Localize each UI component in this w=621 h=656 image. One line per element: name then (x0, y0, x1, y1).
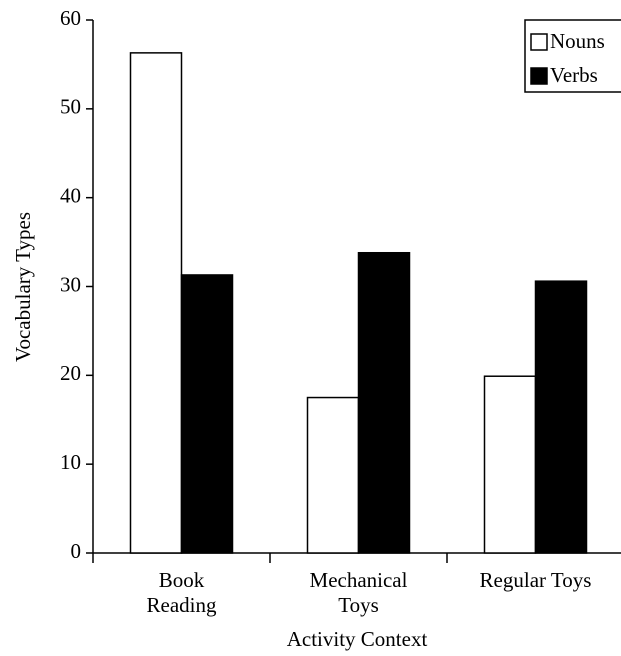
legend-label: Nouns (550, 29, 605, 53)
x-tick-label: Book Reading (146, 568, 217, 617)
y-tick-label: 10 (60, 450, 81, 474)
legend-swatch (530, 33, 548, 51)
y-tick-label: 0 (71, 539, 82, 563)
x-tick-label: Regular Toys (479, 568, 592, 592)
bar (357, 251, 411, 554)
bar (180, 274, 234, 554)
legend-swatch (530, 67, 548, 85)
legend-label: Verbs (550, 63, 598, 87)
bar (534, 280, 588, 554)
y-tick-label: 30 (60, 272, 81, 296)
x-axis-label: Activity Context (287, 627, 428, 651)
y-tick-label: 60 (60, 6, 81, 30)
y-tick-label: 20 (60, 361, 81, 385)
bar (483, 375, 537, 554)
y-axis-label: Vocabulary Types (11, 212, 35, 362)
bar (129, 52, 183, 554)
bar (306, 396, 360, 554)
y-tick-label: 50 (60, 95, 81, 119)
y-tick-label: 40 (60, 183, 81, 207)
x-tick-label: Mechanical Toys (309, 568, 408, 617)
